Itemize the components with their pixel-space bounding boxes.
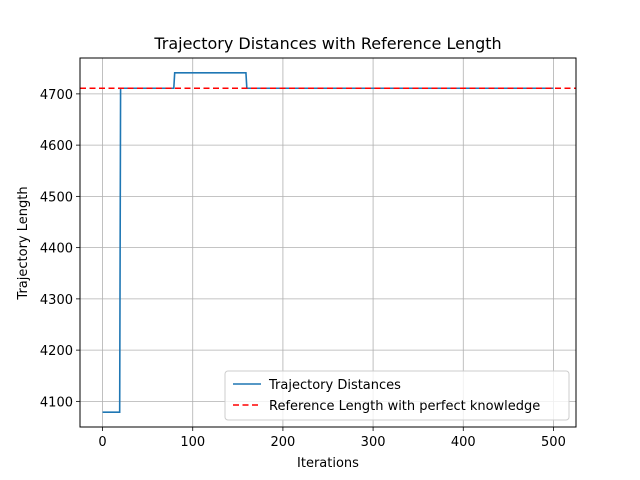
plot-series — [80, 72, 576, 413]
x-tick-label: 100 — [180, 435, 205, 450]
legend: Trajectory Distances Reference Length wit… — [224, 370, 570, 421]
x-axis-label: Iterations — [297, 456, 359, 471]
x-tick-label: 0 — [98, 435, 106, 450]
legend-label: Reference Length with perfect knowledge — [269, 399, 540, 414]
y-axis-ticks: 4100 4200 4300 4400 4500 4600 4700 — [40, 88, 80, 410]
y-tick-label: 4700 — [40, 88, 73, 103]
y-axis-label: Trajectory Length — [16, 186, 31, 300]
legend-label: Trajectory Distances — [268, 378, 401, 393]
x-tick-label: 300 — [361, 435, 386, 450]
y-tick-label: 4200 — [40, 344, 73, 359]
y-tick-label: 4500 — [40, 190, 73, 205]
chart-title: Trajectory Distances with Reference Leng… — [153, 34, 501, 53]
trajectory-distances-line — [102, 72, 554, 413]
plot-frame — [79, 57, 577, 428]
x-tick-label: 500 — [541, 435, 566, 450]
y-tick-label: 4100 — [40, 395, 73, 410]
y-tick-label: 4600 — [40, 139, 73, 154]
x-axis-ticks: 0 100 200 300 400 500 — [98, 427, 566, 450]
y-tick-label: 4300 — [40, 293, 73, 308]
legend-box — [224, 370, 570, 421]
y-tick-label: 4400 — [40, 242, 73, 257]
grid-lines — [80, 58, 576, 427]
x-tick-label: 200 — [270, 435, 295, 450]
x-tick-label: 400 — [451, 435, 476, 450]
